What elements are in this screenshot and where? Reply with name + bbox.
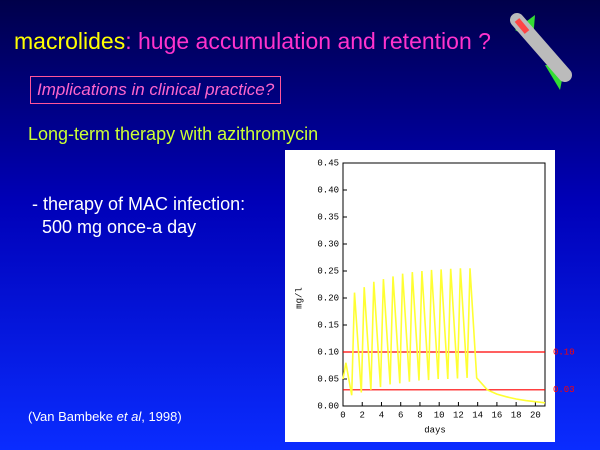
question-box: Implications in clinical practice? [30, 76, 282, 104]
y-tick-label: 0.05 [317, 374, 339, 384]
citation-text: et al [116, 409, 142, 424]
y-tick-label: 0.35 [317, 212, 339, 222]
y-tick-label: 0.10 [317, 347, 339, 357]
x-tick-label: 18 [511, 410, 522, 420]
data-line [342, 268, 546, 404]
y-tick-label: 0.30 [317, 239, 339, 249]
rocket-icon [510, 13, 572, 90]
x-tick-label: 2 [360, 410, 365, 420]
x-tick-label: 4 [379, 410, 384, 420]
subtitle: Long-term therapy with azithromycin [28, 124, 319, 144]
y-tick-label: 0.25 [317, 266, 339, 276]
plot-frame [342, 162, 546, 407]
chart-background [285, 150, 555, 442]
y-tick-label: 0.45 [317, 158, 339, 168]
chart: days mg/l 0.00 0.05 0.10 0.15 0.20 0.25 0.30 0.… [285, 150, 575, 442]
title-main: macrolides [14, 28, 126, 54]
title-rest: : huge accumulation and retention ? [125, 28, 491, 54]
y-axis-label: mg/l [294, 287, 304, 309]
x-tick-label: 8 [417, 410, 422, 420]
x-tick-label: 20 [530, 410, 541, 420]
y-tick-label: 0.15 [317, 320, 339, 330]
y-tick-label: 0.20 [317, 293, 339, 303]
reference-label: 0.10 [553, 347, 575, 357]
x-tick-label: 10 [434, 410, 445, 420]
x-tick-label: 6 [398, 410, 403, 420]
citation: (Van Bambeke et al, 1998) [28, 409, 182, 424]
y-tick-label: 0.40 [317, 185, 339, 195]
x-axis-label: days [424, 425, 446, 435]
x-tick-label: 16 [491, 410, 502, 420]
citation-text: , 1998) [141, 409, 182, 424]
x-tick-label: 12 [453, 410, 464, 420]
bullet: 500 mg once-a day [42, 217, 197, 237]
y-tick-label: 0.00 [317, 401, 339, 411]
reference-label: 0.03 [553, 385, 575, 395]
bullet: - therapy of MAC infection: [32, 194, 246, 214]
citation-text: (Van Bambeke [28, 409, 117, 424]
x-tick-label: 14 [472, 410, 483, 420]
x-tick-label: 0 [340, 410, 345, 420]
slide-title: macrolides: huge accumulation and retent… [14, 28, 491, 55]
